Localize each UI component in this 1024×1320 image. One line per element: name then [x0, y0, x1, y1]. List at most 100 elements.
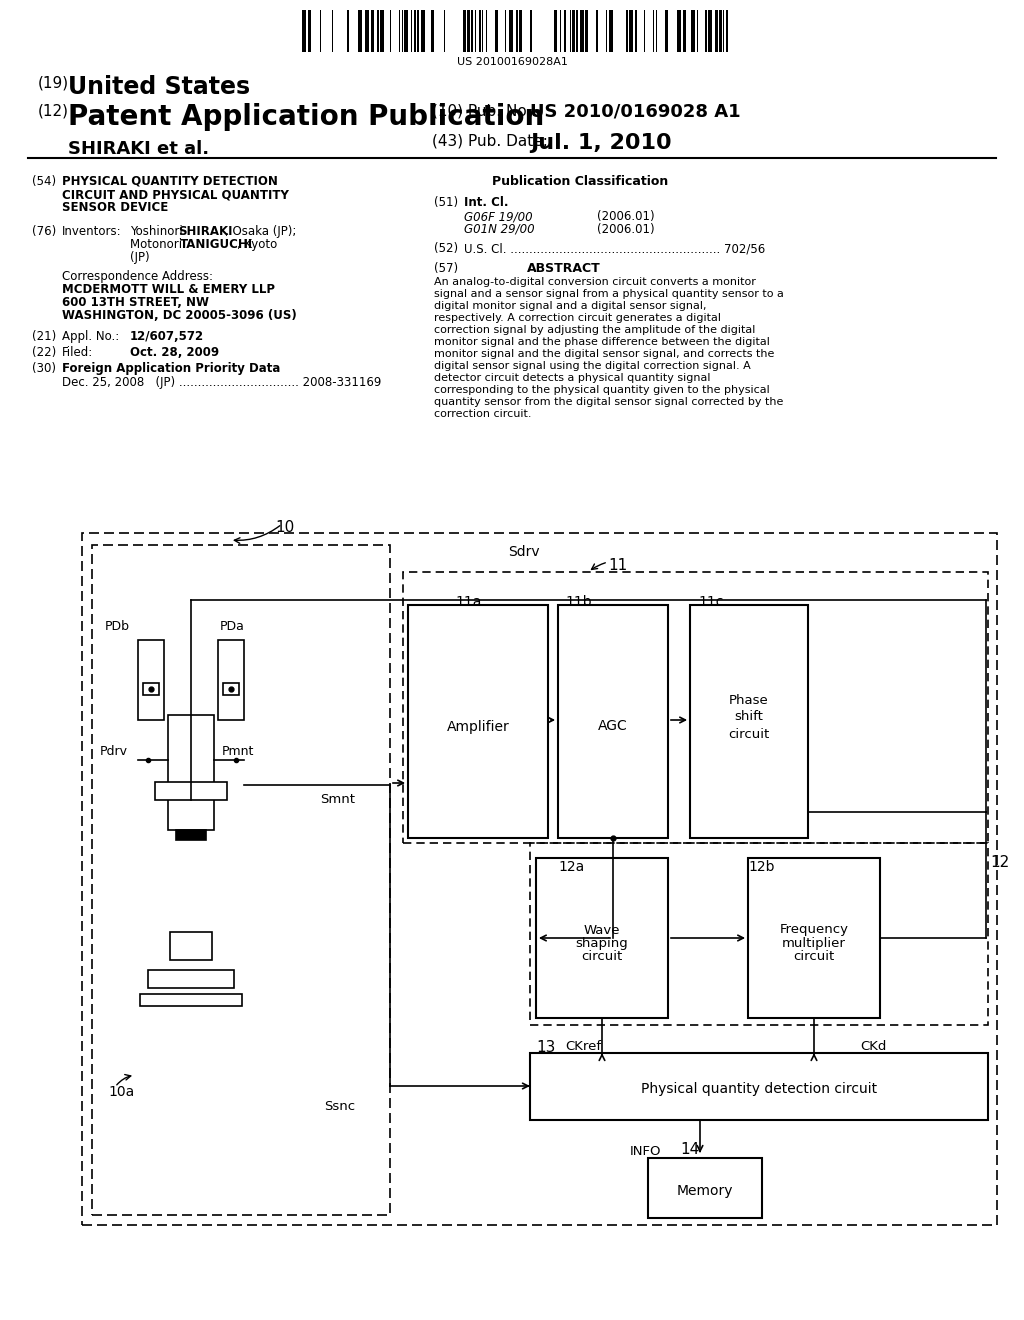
Text: 10a: 10a	[108, 1085, 134, 1100]
Bar	[719, 11, 722, 51]
Text: (30): (30)	[32, 362, 56, 375]
Text: 10: 10	[275, 520, 295, 535]
Text: Sdrv: Sdrv	[508, 545, 540, 558]
Bar	[404, 11, 408, 51]
Text: 11a: 11a	[455, 595, 481, 609]
Bar	[414, 11, 416, 51]
Bar	[629, 11, 633, 51]
Bar	[176, 830, 206, 840]
Text: 12/607,572: 12/607,572	[130, 330, 204, 343]
Text: 11: 11	[608, 558, 628, 573]
Text: Appl. No.:: Appl. No.:	[62, 330, 119, 343]
Text: (2006.01): (2006.01)	[597, 210, 654, 223]
Bar	[626, 11, 628, 51]
Bar	[408, 605, 548, 838]
Text: (54): (54)	[32, 176, 56, 187]
Text: monitor signal and the digital sensor signal, and corrects the: monitor signal and the digital sensor si…	[434, 348, 774, 359]
Text: , Osaka (JP);: , Osaka (JP);	[225, 224, 296, 238]
Text: SENSOR DEVICE: SENSOR DEVICE	[62, 201, 168, 214]
Text: respectively. A correction circuit generates a digital: respectively. A correction circuit gener…	[434, 313, 721, 323]
Text: multiplier: multiplier	[782, 936, 846, 949]
Text: correction signal by adjusting the amplitude of the digital: correction signal by adjusting the ampli…	[434, 325, 756, 335]
Bar	[148, 970, 234, 987]
Text: G01N 29/00: G01N 29/00	[464, 223, 535, 236]
Bar	[715, 11, 718, 51]
Bar	[479, 11, 481, 51]
Text: (12): (12)	[38, 103, 69, 117]
Text: Yoshinori: Yoshinori	[130, 224, 186, 238]
Bar	[138, 640, 164, 719]
Text: AGC: AGC	[598, 719, 628, 734]
Bar	[530, 843, 988, 1026]
Bar	[380, 11, 384, 51]
Text: Patent Application Publication: Patent Application Publication	[68, 103, 544, 131]
Bar	[140, 994, 242, 1006]
Text: SHIRAKI et al.: SHIRAKI et al.	[68, 140, 209, 158]
Bar	[635, 11, 637, 51]
Text: TANIGUCHI: TANIGUCHI	[180, 238, 253, 251]
Bar	[170, 932, 212, 960]
Text: shift: shift	[734, 710, 764, 723]
Text: (2006.01): (2006.01)	[597, 223, 654, 236]
Text: 11c: 11c	[698, 595, 723, 609]
Text: INFO: INFO	[630, 1144, 662, 1158]
Bar	[155, 781, 227, 800]
Text: US 20100169028A1: US 20100169028A1	[457, 57, 567, 67]
Bar	[554, 11, 557, 51]
Bar	[82, 533, 997, 1225]
Bar	[463, 11, 466, 51]
Bar	[530, 11, 532, 51]
Text: (43) Pub. Date:: (43) Pub. Date:	[432, 133, 548, 148]
Bar	[347, 11, 349, 51]
Text: (JP): (JP)	[130, 251, 150, 264]
Bar	[371, 11, 374, 51]
Text: 14: 14	[680, 1142, 699, 1158]
Bar	[471, 11, 473, 51]
Text: (76): (76)	[32, 224, 56, 238]
Bar	[748, 858, 880, 1018]
Bar	[708, 11, 712, 51]
Text: Ssnc: Ssnc	[324, 1100, 355, 1113]
Text: PHYSICAL QUANTITY DETECTION: PHYSICAL QUANTITY DETECTION	[62, 176, 278, 187]
Text: circuit: circuit	[794, 949, 835, 962]
Bar	[705, 11, 707, 51]
Text: Oct. 28, 2009: Oct. 28, 2009	[130, 346, 219, 359]
Text: ABSTRACT: ABSTRACT	[527, 261, 601, 275]
Bar	[585, 11, 588, 51]
Bar	[564, 11, 566, 51]
Text: Memory: Memory	[677, 1184, 733, 1199]
Text: U.S. Cl. ........................................................ 702/56: U.S. Cl. ...............................…	[464, 242, 765, 255]
Text: (57): (57)	[434, 261, 458, 275]
Text: circuit: circuit	[582, 949, 623, 962]
Text: (51): (51)	[434, 195, 458, 209]
Bar	[467, 11, 470, 51]
Bar	[558, 605, 668, 838]
Bar	[580, 11, 584, 51]
Bar	[726, 11, 728, 51]
Text: 12a: 12a	[558, 861, 585, 874]
Bar	[596, 11, 598, 51]
Bar	[403, 572, 988, 843]
Bar	[648, 1158, 762, 1218]
Text: Foreign Application Priority Data: Foreign Application Priority Data	[62, 362, 281, 375]
Text: Wave: Wave	[584, 924, 621, 936]
Text: Phase: Phase	[729, 693, 769, 706]
Bar	[377, 11, 379, 51]
Text: An analog-to-digital conversion circuit converts a monitor: An analog-to-digital conversion circuit …	[434, 277, 756, 286]
Text: Pdrv: Pdrv	[100, 744, 128, 758]
Bar	[691, 11, 695, 51]
Text: (52): (52)	[434, 242, 458, 255]
Bar	[421, 11, 425, 51]
Bar	[308, 11, 311, 51]
Text: digital sensor signal using the digital correction signal. A: digital sensor signal using the digital …	[434, 360, 751, 371]
Text: (10) Pub. No.:: (10) Pub. No.:	[432, 103, 537, 117]
Text: 600 13TH STREET, NW: 600 13TH STREET, NW	[62, 296, 209, 309]
Bar	[509, 11, 513, 51]
Text: PDa: PDa	[220, 620, 245, 634]
Bar	[690, 605, 808, 838]
Text: US 2010/0169028 A1: US 2010/0169028 A1	[530, 103, 740, 121]
Bar	[677, 11, 681, 51]
Text: Physical quantity detection circuit: Physical quantity detection circuit	[641, 1082, 878, 1097]
Text: (21): (21)	[32, 330, 56, 343]
Text: Smnt: Smnt	[319, 793, 355, 807]
